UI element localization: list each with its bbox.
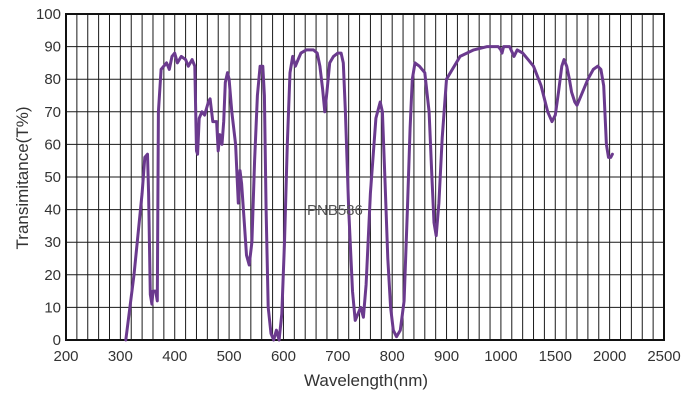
y-tick-labels: 0 10 20 30 40 50 60 70 80 90 100	[36, 6, 61, 349]
x-tick-label: 900	[434, 348, 459, 365]
y-tick-label: 90	[44, 39, 61, 56]
x-tick-label: 200	[53, 348, 78, 365]
series-layer	[124, 45, 614, 342]
y-tick-label: 0	[53, 332, 61, 349]
y-axis-title: Transimitance(T%)	[13, 107, 32, 250]
y-tick-label: 30	[44, 234, 61, 251]
x-tick-label: 800	[380, 348, 405, 365]
plot-frame	[65, 13, 665, 341]
y-tick-label: 20	[44, 267, 61, 284]
x-tick-label: 500	[217, 348, 242, 365]
y-tick-label: 10	[44, 299, 61, 316]
plot-border	[65, 13, 665, 341]
x-axis-title: Wavelength(nm)	[304, 371, 428, 390]
sample-annotation: PNB586	[307, 202, 363, 219]
x-tick-label: 600	[271, 348, 296, 365]
x-tick-label: 2000	[593, 348, 626, 365]
y-tick-label: 60	[44, 136, 61, 153]
x-tick-label: 400	[162, 348, 187, 365]
y-tick-label: 70	[44, 104, 61, 121]
x-tick-label: 1500	[539, 348, 572, 365]
y-tick-label: 80	[44, 71, 61, 88]
transmittance-line	[124, 45, 614, 342]
x-tick-labels: 200 300 400 500 600 700 800 900 1000 1500 2000 2500	[53, 348, 680, 365]
y-tick-label: 100	[36, 6, 61, 23]
x-tick-label: 2500	[647, 348, 680, 365]
x-tick-label: 300	[108, 348, 133, 365]
y-tick-label: 50	[44, 169, 61, 186]
x-tick-label: 1000	[484, 348, 517, 365]
y-tick-label: 40	[44, 202, 61, 219]
chart-grid	[66, 14, 664, 340]
x-tick-label: 700	[325, 348, 350, 365]
